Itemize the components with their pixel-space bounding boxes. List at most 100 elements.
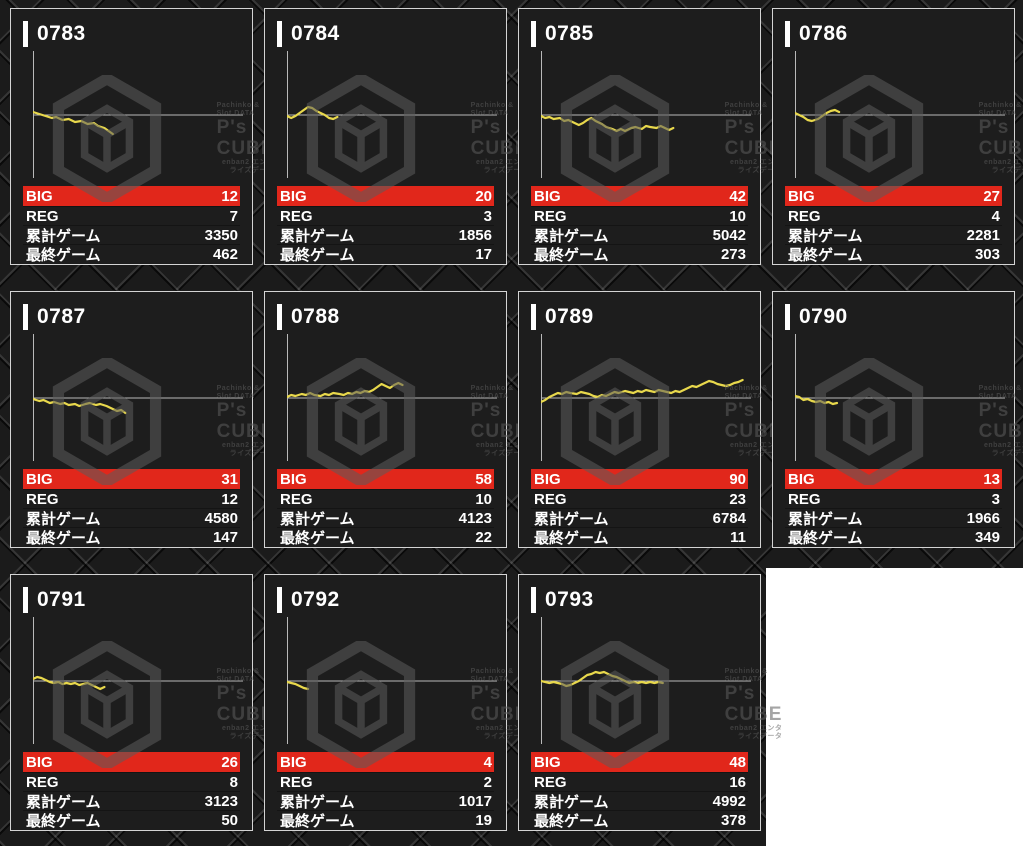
total-games-value: 2281 [966,226,1000,244]
big-value: 48 [729,753,746,771]
big-count-row: BIG 90 [531,469,748,489]
reg-count-row: REG 3 [785,489,1002,508]
big-value: 31 [221,470,238,488]
slump-graph-line [795,394,839,406]
last-game-row: 最終ゲーム 303 [785,244,1002,264]
big-label: BIG [788,187,815,205]
slump-graph: Pachinko & Slot DATA P's CUBE enban2 エンタ… [541,334,782,485]
total-games-row: 累計ゲーム 4123 [277,508,494,528]
last-game-value: 303 [974,245,1000,263]
total-games-label: 累計ゲーム [788,510,863,528]
total-games-value: 4123 [458,509,492,527]
reg-count-row: REG 8 [23,772,240,791]
machine-card[interactable]: 0793 Pachinko & Slot DATA P's CUBE enban… [518,574,782,831]
slump-graph: Pachinko & Slot DATA P's CUBE enban2 エンタ… [287,51,528,202]
reg-value: 23 [729,490,746,508]
machine-title: 0783 [23,19,240,49]
machine-card[interactable]: 0783 Pachinko & Slot DATA P's CUBE enban… [10,8,274,265]
reg-label: REG [280,773,313,791]
machine-card-grid: 0783 Pachinko & Slot DATA P's CUBE enban… [10,8,1023,831]
machine-card[interactable]: 0784 Pachinko & Slot DATA P's CUBE enban… [264,8,528,265]
last-game-label: 最終ゲーム [26,812,101,830]
total-games-value: 4992 [712,792,746,810]
title-accent-bar [785,21,790,47]
total-games-row: 累計ゲーム 5042 [531,225,748,245]
machine-card[interactable]: 0787 Pachinko & Slot DATA P's CUBE enban… [10,291,274,548]
title-accent-bar [531,304,536,330]
total-games-row: 累計ゲーム 1856 [277,225,494,245]
slump-graph-line [287,105,339,121]
machine-number: 0790 [799,305,848,328]
machine-number: 0786 [799,22,848,45]
big-value: 27 [983,187,1000,205]
reg-value: 7 [229,207,238,225]
big-count-row: BIG 31 [23,469,240,489]
reg-value: 16 [729,773,746,791]
machine-card[interactable]: 0791 Pachinko & Slot DATA P's CUBE enban… [10,574,274,831]
empty-grid-cell [766,568,1023,846]
total-games-value: 4580 [204,509,238,527]
slump-graph-line [33,397,127,415]
machine-number: 0784 [291,22,340,45]
reg-count-row: REG 10 [277,489,494,508]
big-count-row: BIG 13 [785,469,1002,489]
big-count-row: BIG 42 [531,186,748,206]
big-label: BIG [788,470,815,488]
reg-label: REG [534,207,567,225]
reg-value: 3 [483,207,492,225]
slump-graph-line [33,675,106,691]
slump-graph: Pachinko & Slot DATA P's CUBE enban2 エンタ… [795,51,1023,202]
machine-card[interactable]: 0785 Pachinko & Slot DATA P's CUBE enban… [518,8,782,265]
last-game-row: 最終ゲーム 273 [531,244,748,264]
last-game-label: 最終ゲーム [26,246,101,264]
last-game-value: 11 [730,528,746,546]
big-count-row: BIG 58 [277,469,494,489]
last-game-row: 最終ゲーム 22 [277,527,494,547]
last-game-label: 最終ゲーム [534,246,609,264]
machine-card[interactable]: 0786 Pachinko & Slot DATA P's CUBE enban… [772,8,1023,265]
machine-card[interactable]: 0788 Pachinko & Slot DATA P's CUBE enban… [264,291,528,548]
machine-card[interactable]: 0789 Pachinko & Slot DATA P's CUBE enban… [518,291,782,548]
total-games-value: 1856 [458,226,492,244]
slump-graph-canvas [33,617,243,744]
slump-graph-canvas [33,334,243,461]
slump-graph-line [287,381,404,399]
last-game-label: 最終ゲーム [280,812,355,830]
machine-stats: BIG 12 REG 7 累計ゲーム 3350 最終ゲーム 462 [23,186,240,264]
reg-label: REG [26,490,59,508]
title-accent-bar [277,21,282,47]
slump-graph-canvas [287,334,497,461]
last-game-label: 最終ゲーム [280,246,355,264]
total-games-label: 累計ゲーム [26,793,101,811]
reg-value: 8 [229,773,238,791]
last-game-row: 最終ゲーム 11 [531,527,748,547]
total-games-value: 3123 [204,792,238,810]
machine-card[interactable]: 0792 Pachinko & Slot DATA P's CUBE enban… [264,574,528,831]
machine-stats: BIG 58 REG 10 累計ゲーム 4123 最終ゲーム 22 [277,469,494,547]
last-game-value: 349 [974,528,1000,546]
reg-label: REG [534,490,567,508]
machine-stats: BIG 13 REG 3 累計ゲーム 1966 最終ゲーム 349 [785,469,1002,547]
machine-stats: BIG 27 REG 4 累計ゲーム 2281 最終ゲーム 303 [785,186,1002,264]
big-count-row: BIG 27 [785,186,1002,206]
machine-number: 0787 [37,305,86,328]
reg-value: 10 [475,490,492,508]
machine-title: 0793 [531,585,748,615]
last-game-label: 最終ゲーム [788,529,863,547]
reg-value: 10 [729,207,746,225]
last-game-label: 最終ゲーム [280,529,355,547]
machine-card[interactable]: 0790 Pachinko & Slot DATA P's CUBE enban… [772,291,1023,548]
total-games-label: 累計ゲーム [534,793,609,811]
total-games-value: 1966 [966,509,1000,527]
slump-graph-canvas [795,51,1005,178]
total-games-label: 累計ゲーム [280,793,355,811]
slump-graph-line [541,670,664,688]
slump-graph-line [287,680,310,691]
big-value: 58 [475,470,492,488]
big-label: BIG [534,470,561,488]
machine-number: 0788 [291,305,340,328]
machine-number: 0792 [291,588,340,611]
big-count-row: BIG 12 [23,186,240,206]
total-games-label: 累計ゲーム [26,510,101,528]
reg-label: REG [534,773,567,791]
